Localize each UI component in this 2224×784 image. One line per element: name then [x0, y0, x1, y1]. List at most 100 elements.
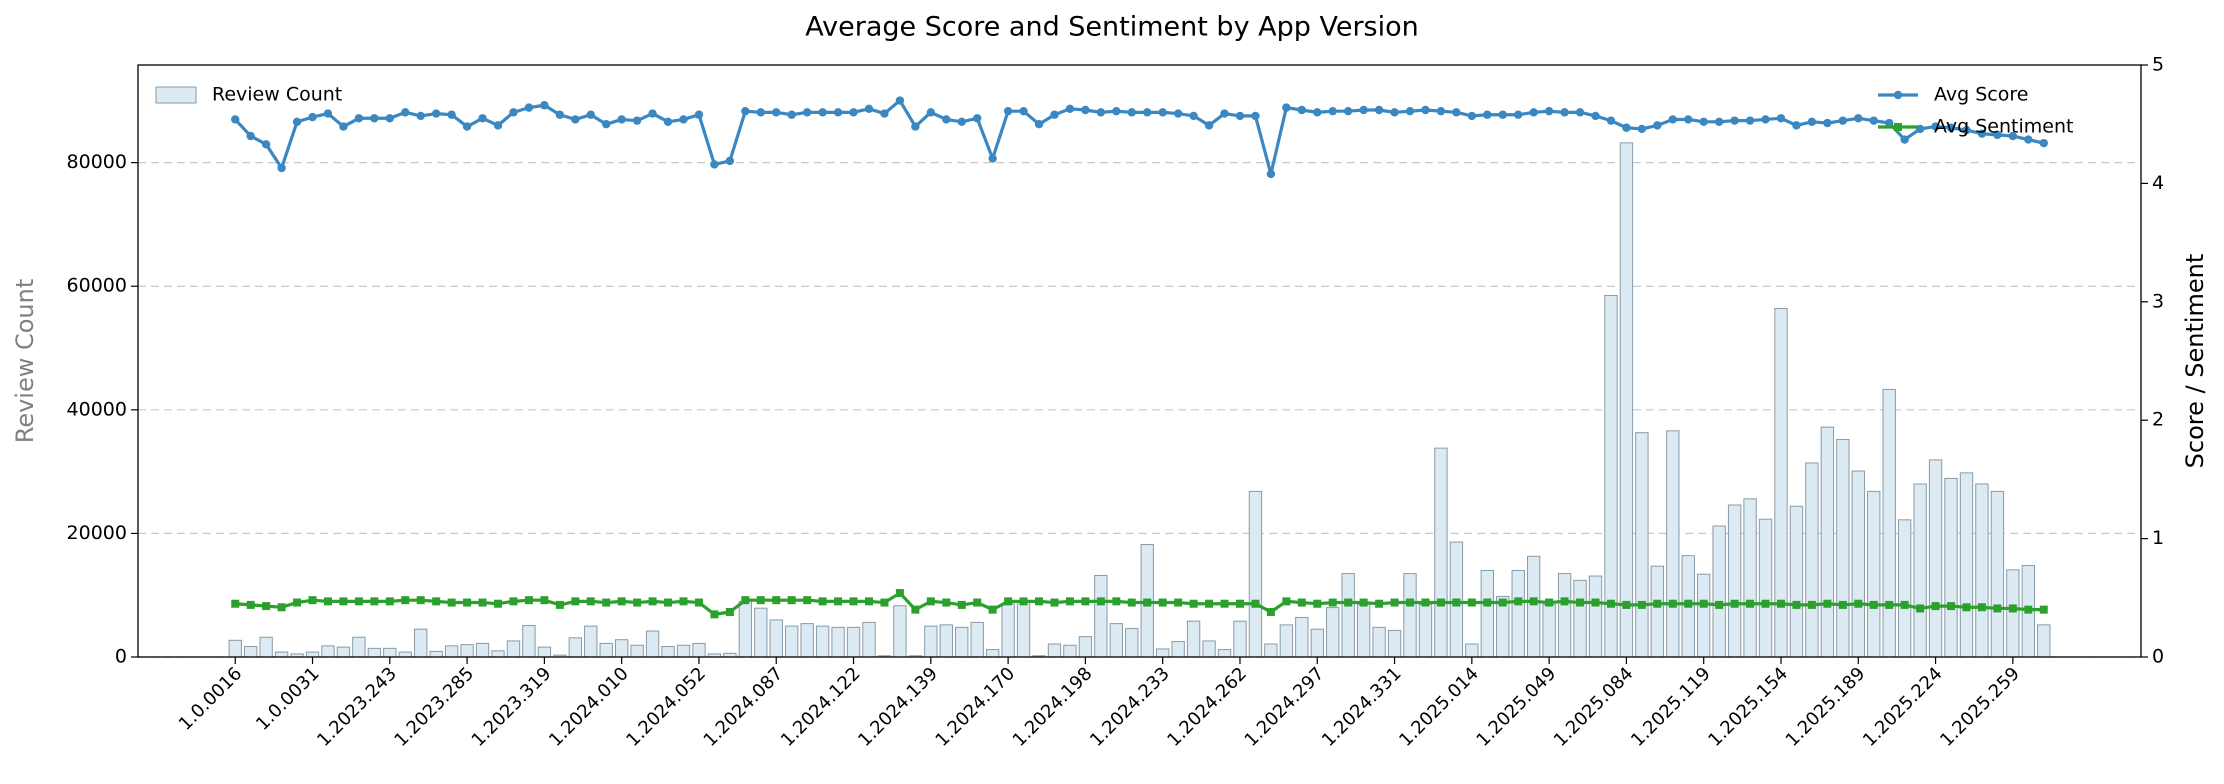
marker [1359, 598, 1368, 607]
legend-swatch [155, 86, 197, 104]
marker [1282, 597, 1291, 606]
marker [1668, 115, 1677, 124]
marker [447, 110, 456, 119]
marker [323, 109, 333, 118]
marker [1081, 105, 1090, 115]
marker [1792, 121, 1801, 130]
marker [1776, 599, 1785, 608]
bar [429, 650, 443, 658]
bar [738, 600, 753, 658]
line [235, 591, 2044, 616]
bar [352, 636, 366, 658]
bar [1186, 620, 1201, 658]
marker [1266, 169, 1276, 179]
marker [1622, 123, 1631, 132]
marker [370, 597, 379, 606]
marker [772, 596, 781, 605]
bar [398, 651, 412, 658]
marker [1730, 599, 1739, 608]
marker [694, 598, 703, 607]
bar [785, 625, 799, 658]
marker [1498, 110, 1507, 119]
bar [1820, 426, 1835, 658]
marker [416, 111, 425, 121]
bar [367, 647, 382, 658]
legend-label: Avg Sentiment [1934, 116, 2073, 138]
bar [305, 651, 320, 658]
marker [1653, 599, 1662, 608]
marker [1916, 604, 1925, 613]
marker [1885, 600, 1894, 609]
bar [1758, 518, 1773, 658]
legend-label: Avg Score [1934, 84, 2028, 106]
marker [416, 596, 425, 605]
marker [2008, 131, 2018, 141]
marker [1993, 604, 2002, 613]
marker [895, 96, 905, 105]
marker [1096, 108, 1106, 117]
marker [2008, 604, 2017, 613]
marker [818, 108, 827, 117]
marker [1050, 598, 1059, 607]
marker [1483, 110, 1492, 119]
marker [756, 108, 765, 117]
bar [1233, 620, 1247, 658]
marker [1745, 116, 1755, 125]
marker [1699, 599, 1708, 608]
marker [293, 598, 302, 607]
bar [1248, 490, 1263, 658]
y2-tick-label: 5 [2152, 54, 2164, 76]
marker [1405, 106, 1415, 116]
marker [818, 597, 827, 606]
marker [1035, 597, 1044, 606]
legend-marker [1893, 90, 1903, 100]
marker [1606, 599, 1615, 608]
bar [1372, 626, 1386, 658]
bar [862, 621, 876, 658]
marker [509, 108, 518, 117]
marker [555, 110, 565, 119]
marker [1869, 116, 1878, 125]
marker [1096, 597, 1105, 606]
bar [2006, 569, 2020, 658]
marker [972, 114, 982, 123]
marker [1823, 599, 1832, 608]
bar [244, 645, 258, 658]
bar [1867, 490, 1881, 658]
marker [1715, 600, 1724, 609]
marker [1947, 602, 1956, 611]
marker [617, 115, 626, 124]
marker [756, 596, 765, 605]
bar [1109, 623, 1123, 658]
bar [1063, 644, 1077, 658]
marker [833, 108, 843, 117]
marker [1544, 106, 1554, 116]
legend-marker [1894, 123, 1902, 131]
marker [277, 163, 286, 173]
marker [1436, 106, 1446, 116]
bar [1078, 636, 1093, 658]
marker [741, 106, 750, 116]
marker [926, 108, 936, 117]
y2-tick-label: 3 [2152, 290, 2164, 312]
marker [385, 114, 395, 123]
marker [1158, 598, 1167, 607]
marker [1112, 106, 1121, 116]
marker [1761, 599, 1770, 608]
marker [1251, 599, 1260, 608]
bar [336, 646, 351, 658]
marker [1158, 108, 1167, 117]
marker [1112, 597, 1121, 606]
marker [1560, 597, 1569, 606]
marker [354, 114, 364, 123]
bar [1094, 574, 1108, 658]
marker [1529, 597, 1538, 606]
marker [401, 596, 410, 605]
marker [1591, 111, 1600, 121]
marker [1884, 118, 1894, 128]
marker [1498, 598, 1507, 607]
bar [1619, 142, 1634, 658]
y2-tick-label: 4 [2152, 172, 2164, 194]
marker [1854, 599, 1863, 608]
